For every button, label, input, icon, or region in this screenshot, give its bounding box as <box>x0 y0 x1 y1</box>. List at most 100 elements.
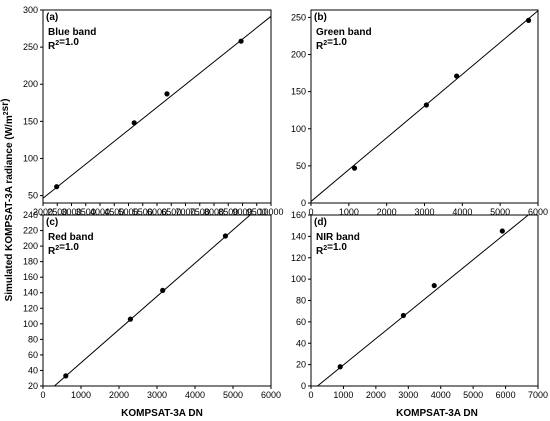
x-tick-label: 4500 <box>104 207 124 217</box>
data-point <box>351 165 358 171</box>
band-label: NIR band <box>316 232 360 243</box>
data-point <box>400 312 407 319</box>
x-tick-label: 3000 <box>61 207 81 217</box>
y-tick-label: 150 <box>23 116 38 126</box>
r-squared-label: R2=1.0 <box>316 37 347 52</box>
y-tick-label: 20 <box>28 381 38 391</box>
x-tick-label: 6000 <box>261 390 281 400</box>
y-tick-label: 120 <box>23 303 38 313</box>
x-tick-label: 0 <box>40 390 45 400</box>
data-point <box>431 282 437 289</box>
x-tick-label: 5500 <box>133 207 153 217</box>
x-tick-label: 3500 <box>76 207 96 217</box>
y-tick-label: 200 <box>23 79 38 89</box>
y-axis-title: Simulated KOMPSAT-3A radiance (W/m2sr) <box>0 99 15 302</box>
panel-label: (c) <box>46 217 58 228</box>
panel-c-red-band: 0 1000 2000 3000 4000 5000 6000 20 40 60 80 100 120 1… <box>23 210 281 400</box>
x-tick-label: 8000 <box>204 207 224 217</box>
y-tick-label: 140 <box>23 288 38 298</box>
panel-a-blue-band: 2000250030003500400045005000550060006500… <box>23 5 284 217</box>
y-tick-label: 60 <box>28 350 38 360</box>
y-tick-label: 0 <box>301 198 306 208</box>
x-tick-label: 3000 <box>147 390 167 400</box>
y-tick-label: 20 <box>296 360 306 370</box>
x-axis-title-right: KOMPSAT-3A DN <box>396 408 478 419</box>
r-squared-label: R2=1.0 <box>48 242 79 257</box>
y-tick-label: 180 <box>23 257 38 267</box>
x-tick-label: 6000 <box>528 207 548 217</box>
x-tick-label: 9000 <box>232 207 252 217</box>
y-tick-label: 160 <box>291 210 306 220</box>
x-tick-label: 0 <box>308 207 313 217</box>
x-tick-label: 5000 <box>223 390 243 400</box>
band-label: Blue band <box>48 27 96 38</box>
y-tick-label: 150 <box>291 87 306 97</box>
y-tick-label: 160 <box>23 272 38 282</box>
data-point <box>454 73 460 79</box>
band-label: Green band <box>316 27 372 38</box>
x-tick-label: 2000 <box>109 390 129 400</box>
x-tick-label: 1000 <box>71 390 91 400</box>
panel-d-nir-band: 0 1000 2000 3000 4000 5000 6000 700002040608010… <box>291 210 548 400</box>
x-tick-label: 6000 <box>147 207 167 217</box>
x-tick-label: 0 <box>308 390 313 400</box>
y-tick-label: 80 <box>28 334 38 344</box>
data-point <box>238 38 244 44</box>
x-tick-label: 7500 <box>190 207 210 217</box>
y-tick-label: 0 <box>301 381 306 391</box>
data-point <box>337 364 343 370</box>
x-axis-title-left: KOMPSAT-3A DN <box>121 408 203 419</box>
y-tick-label: 50 <box>28 191 38 201</box>
x-tick-label: 4000 <box>452 207 472 217</box>
panel-label: (b) <box>314 12 327 23</box>
data-point <box>164 91 170 97</box>
y-tick-label: 100 <box>291 274 306 284</box>
x-tick-label: 7000 <box>175 207 195 217</box>
x-tick-label: 2500 <box>47 207 67 217</box>
y-tick-label: 100 <box>23 319 38 329</box>
data-point <box>131 120 137 126</box>
y-tick-label: 120 <box>291 253 306 263</box>
x-tick-label: 5000 <box>118 207 138 217</box>
data-point <box>499 228 505 234</box>
panel-b-green-band: 0 1000 2000 3000 4000 5000 6000 0 50 100 150 200 250… <box>291 9 548 217</box>
y-tick-label: 40 <box>296 338 306 348</box>
y-tick-label: 200 <box>23 241 38 251</box>
x-tick-label: 2000 <box>33 207 53 217</box>
y-tick-label: 80 <box>296 296 306 306</box>
x-tick-label: 5000 <box>463 390 483 400</box>
x-tick-label: 2000 <box>377 207 397 217</box>
data-point <box>127 316 133 322</box>
panel-label: (a) <box>46 12 58 23</box>
x-tick-label: 6000 <box>496 390 516 400</box>
x-tick-label: 4000 <box>431 390 451 400</box>
x-tick-label: 6500 <box>161 207 181 217</box>
y-tick-label: 50 <box>296 161 306 171</box>
data-point <box>525 17 532 23</box>
y-tick-label: 250 <box>291 12 306 22</box>
x-tick-label: 7000 <box>528 390 548 400</box>
fit-line <box>311 10 538 203</box>
y-tick-label: 60 <box>296 317 306 327</box>
x-tick-label: 3000 <box>414 207 434 217</box>
data-point <box>423 102 429 108</box>
band-label: Red band <box>48 232 94 243</box>
y-tick-label: 100 <box>23 153 38 163</box>
y-tick-label: 100 <box>291 124 306 134</box>
fit-line <box>317 215 529 386</box>
y-tick-label: 40 <box>28 365 38 375</box>
y-tick-label: 240 <box>23 210 38 220</box>
data-point <box>63 373 69 379</box>
panel-label: (d) <box>314 217 327 228</box>
fit-line <box>54 215 251 386</box>
x-tick-label: 4000 <box>90 207 110 217</box>
x-tick-label: 1000 <box>339 207 359 217</box>
x-tick-label: 2000 <box>366 390 386 400</box>
x-tick-label: 9500 <box>247 207 267 217</box>
data-point <box>160 287 166 293</box>
x-tick-label: 5000 <box>490 207 510 217</box>
y-tick-label: 140 <box>291 231 306 241</box>
x-tick-label: 4000 <box>185 390 205 400</box>
x-tick-label: 1000 <box>333 390 353 400</box>
